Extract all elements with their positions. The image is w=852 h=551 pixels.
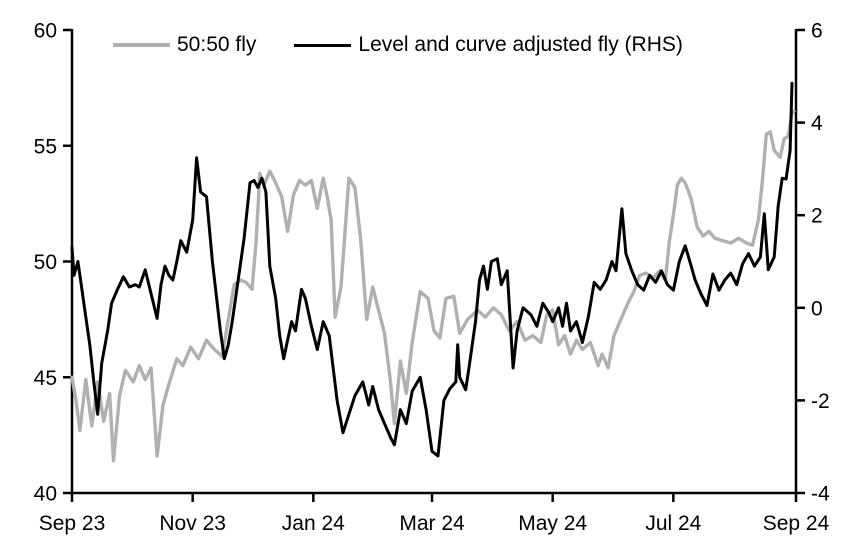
legend-label-5050-fly: 50:50 fly [177,33,257,56]
x-axis-tick-label: Mar 24 [399,512,465,535]
right-axis-tick-label: 6 [811,20,823,43]
legend-item-level-curve-fly: Level and curve adjusted fly (RHS) [294,33,683,57]
series-line-5050-fly [70,109,796,463]
left-axis-tick-label: 60 [34,20,57,43]
right-axis-tick-label: 0 [811,297,823,320]
right-axis-tick-label: -4 [811,483,830,506]
chart-legend: 50:50 fly Level and curve adjusted fly (… [113,33,683,57]
legend-label-level-curve-fly: Level and curve adjusted fly (RHS) [358,33,683,56]
left-axis-tick-label: 45 [34,367,57,390]
legend-item-5050-fly: 50:50 fly [113,33,256,57]
x-axis-tick-label: May 24 [518,512,587,535]
legend-swatch-black-line [294,43,352,47]
left-axis-tick-label: 55 [34,135,57,158]
right-axis-tick-label: -2 [811,390,830,413]
x-axis-tick-label: Sep 23 [39,512,106,535]
right-axis-tick-label: 2 [811,205,823,228]
x-axis-tick-label: Jul 24 [645,512,701,535]
series-line-level-curve-adjusted-fly [70,81,794,458]
legend-swatch-gray-line [113,43,170,47]
left-axis-tick-label: 40 [34,483,57,506]
x-axis-tick-label: Nov 23 [159,512,226,535]
left-axis-tick-label: 50 [34,251,57,274]
x-axis-tick-label: Jan 24 [282,512,345,535]
right-axis-tick-label: 4 [811,112,823,135]
x-axis-tick-label: Sep 24 [763,512,830,535]
